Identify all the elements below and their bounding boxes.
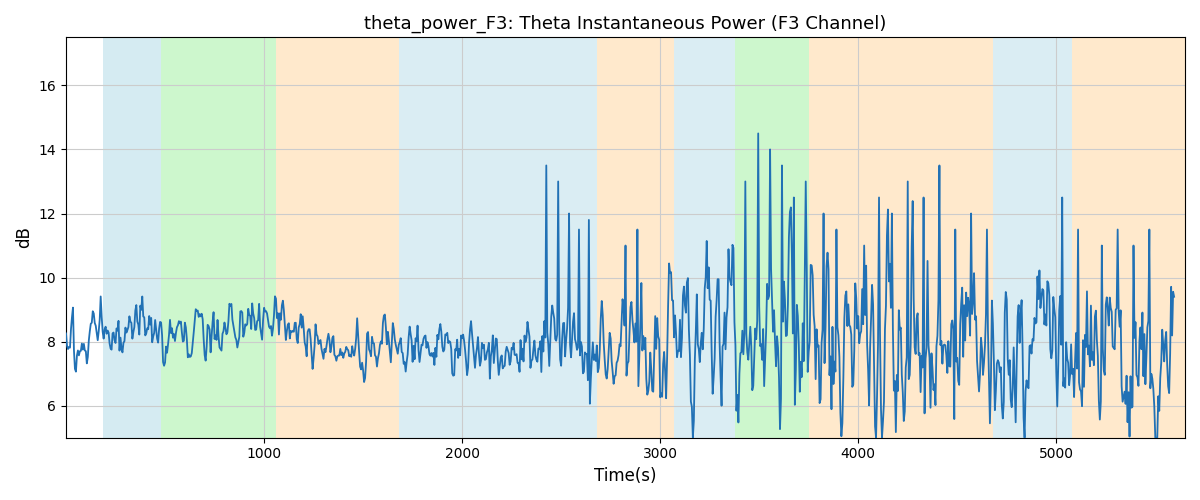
Bar — [809, 38, 992, 438]
Bar — [161, 38, 276, 438]
Bar — [736, 38, 809, 438]
Y-axis label: dB: dB — [14, 226, 32, 248]
Bar — [103, 38, 161, 438]
Title: theta_power_F3: Theta Instantaneous Power (F3 Channel): theta_power_F3: Theta Instantaneous Powe… — [365, 15, 887, 34]
X-axis label: Time(s): Time(s) — [594, 467, 656, 485]
Bar — [398, 38, 596, 438]
Bar — [674, 38, 736, 438]
Bar — [992, 38, 1072, 438]
Bar — [596, 38, 674, 438]
Bar — [276, 38, 398, 438]
Bar — [1072, 38, 1186, 438]
